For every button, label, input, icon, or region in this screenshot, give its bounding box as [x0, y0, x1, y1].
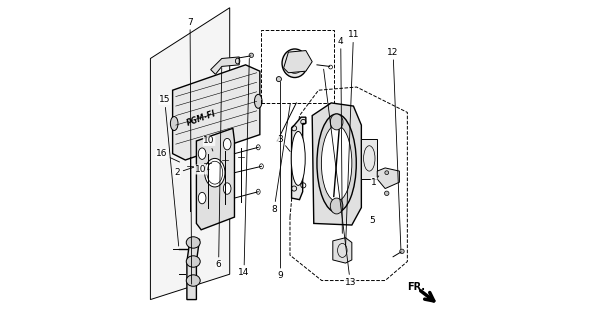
Ellipse shape: [330, 114, 343, 130]
Polygon shape: [312, 103, 361, 225]
Ellipse shape: [330, 198, 343, 214]
Ellipse shape: [223, 183, 231, 194]
Text: 13: 13: [323, 69, 356, 287]
Polygon shape: [292, 117, 306, 200]
Ellipse shape: [186, 237, 200, 248]
Ellipse shape: [322, 125, 352, 201]
Ellipse shape: [170, 116, 178, 131]
Text: 3: 3: [277, 135, 290, 151]
Ellipse shape: [385, 191, 389, 196]
Polygon shape: [173, 65, 260, 160]
Polygon shape: [361, 140, 377, 179]
Polygon shape: [284, 51, 312, 73]
Text: 9: 9: [277, 82, 283, 280]
Text: 4: 4: [338, 36, 344, 233]
Text: 2: 2: [174, 167, 193, 177]
Text: 8: 8: [271, 104, 290, 214]
Text: FR.: FR.: [407, 282, 425, 292]
Ellipse shape: [186, 275, 200, 286]
Polygon shape: [211, 57, 239, 74]
Text: 12: 12: [388, 48, 401, 249]
Text: 1: 1: [371, 176, 379, 187]
Ellipse shape: [198, 192, 206, 204]
Text: 10: 10: [195, 165, 209, 174]
Text: 14: 14: [238, 59, 250, 277]
Text: PGM-FI: PGM-FI: [185, 109, 217, 128]
Polygon shape: [333, 238, 352, 263]
Polygon shape: [196, 128, 234, 230]
Ellipse shape: [223, 139, 231, 150]
Ellipse shape: [317, 114, 356, 212]
Ellipse shape: [276, 76, 282, 82]
Polygon shape: [150, 8, 229, 300]
Text: 16: 16: [156, 149, 180, 162]
Polygon shape: [187, 239, 199, 300]
Text: 6: 6: [216, 68, 222, 269]
Ellipse shape: [291, 132, 305, 185]
Ellipse shape: [282, 49, 307, 77]
Text: 7: 7: [187, 18, 193, 284]
Text: 15: 15: [159, 95, 179, 246]
Ellipse shape: [385, 171, 389, 175]
Ellipse shape: [400, 249, 404, 253]
Ellipse shape: [255, 94, 262, 108]
Ellipse shape: [198, 148, 206, 159]
Text: 11: 11: [346, 30, 359, 246]
Ellipse shape: [186, 256, 200, 267]
Text: 10: 10: [203, 136, 215, 151]
Polygon shape: [377, 168, 400, 188]
Ellipse shape: [205, 158, 225, 187]
Text: 5: 5: [370, 216, 376, 225]
Ellipse shape: [249, 53, 253, 58]
Bar: [261, 30, 334, 103]
